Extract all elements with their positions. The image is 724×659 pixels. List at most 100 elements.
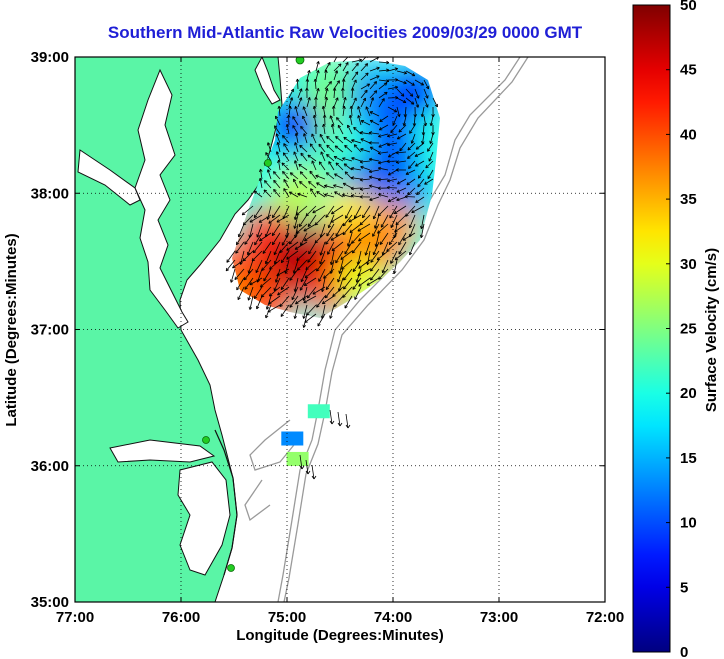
station-marker <box>264 159 272 167</box>
velocity-arrow <box>316 259 326 272</box>
velocity-arrow <box>390 250 398 264</box>
velocity-arrow <box>378 98 385 108</box>
velocity-arrow <box>359 160 371 164</box>
velocity-arrow <box>292 125 299 135</box>
velocity-arrow <box>378 268 389 280</box>
velocity-arrow <box>298 214 308 228</box>
delaware-bay <box>254 57 281 105</box>
velocity-arrow <box>394 223 407 233</box>
velocity-arrow <box>249 214 263 223</box>
velocity-arrow <box>316 295 326 308</box>
velocity-arrow <box>402 232 416 241</box>
velocity-arrow <box>318 143 326 153</box>
velocity-arrow <box>333 184 344 189</box>
velocity-arrow <box>337 411 343 427</box>
velocity-arrow <box>271 223 281 237</box>
velocity-arrow <box>368 157 380 162</box>
velocity-arrow <box>312 286 326 295</box>
velocity-arrow <box>288 88 294 99</box>
velocity-arrow <box>253 286 263 300</box>
velocity-arrow <box>351 156 362 162</box>
velocity-arrow <box>282 152 290 162</box>
velocity-arrow <box>360 83 371 90</box>
velocity-arrow <box>388 232 398 246</box>
y-axis-label: Latitude (Degrees:Minutes) <box>3 233 20 426</box>
velocity-arrow <box>324 69 328 81</box>
velocity-arrow <box>268 295 281 305</box>
velocity-arrow <box>302 115 308 126</box>
velocity-arrow <box>358 277 371 287</box>
velocity-arrow <box>429 115 434 127</box>
colorbar-tick-label: 45 <box>680 62 697 79</box>
x-axis-label: Longitude (Degrees:Minutes) <box>236 627 444 644</box>
velocity-arrow <box>292 116 299 126</box>
velocity-arrow <box>247 286 254 301</box>
velocity-arrow <box>351 97 357 108</box>
velocity-arrow <box>359 187 371 191</box>
velocity-arrow <box>427 169 434 180</box>
velocity-arrow <box>387 133 398 138</box>
velocity-arrow <box>344 295 353 309</box>
velocity-arrow <box>377 166 389 171</box>
velocity-arrow <box>318 268 326 282</box>
velocity-arrow <box>296 205 308 216</box>
velocity-arrow <box>322 114 327 126</box>
velocity-arrow <box>377 186 389 190</box>
velocity-arrow <box>344 144 353 153</box>
velocity-arrow <box>369 111 380 117</box>
velocity-arrow <box>244 277 254 290</box>
velocity-arrow <box>305 459 311 475</box>
velocity-arrow <box>307 214 317 227</box>
velocity-arrow <box>379 232 389 245</box>
velocity-arrow <box>345 413 351 429</box>
velocity-arrow <box>324 286 335 299</box>
velocity-arrow <box>235 241 245 254</box>
velocity-arrow <box>307 154 317 162</box>
velocity-arrow <box>311 160 317 171</box>
velocity-arrow <box>329 115 335 126</box>
velocity-arrow <box>350 87 355 99</box>
velocity-arrow <box>390 124 398 134</box>
velocity-arrow <box>225 259 236 272</box>
velocity-arrow <box>314 96 318 108</box>
velocity-arrow <box>296 223 308 234</box>
velocity-arrow <box>333 80 340 90</box>
velocity-arrow <box>298 163 308 171</box>
velocity-arrow <box>232 259 245 269</box>
velocity-arrow <box>293 304 299 319</box>
velocity-arrow <box>387 169 398 176</box>
x-tick-label: 74:00 <box>374 609 412 626</box>
velocity-arrow <box>419 223 425 238</box>
velocity-arrow <box>395 168 407 172</box>
velocity-arrow <box>360 97 366 108</box>
velocity-arrow <box>293 214 299 229</box>
velocity-arrow <box>368 141 380 145</box>
velocity-arrow <box>358 259 371 269</box>
velocity-arrow <box>392 115 398 126</box>
velocity-arrow <box>324 88 329 99</box>
velocity-arrow <box>235 232 245 246</box>
colorbar: 0 5 10 15 20 25 30 35 40 45 50 Surface Velocity (c… <box>632 0 720 659</box>
velocity-arrow <box>316 182 326 189</box>
velocity-arrow <box>344 171 353 180</box>
velocity-arrow <box>395 150 407 155</box>
colorbar-ticks: 0 5 10 15 20 25 30 35 40 45 50 <box>666 0 697 659</box>
pamlico-sound <box>177 461 231 576</box>
velocity-arrow <box>387 106 398 113</box>
velocity-arrow <box>321 105 326 117</box>
velocity-arrow <box>294 160 299 171</box>
x-tick-label: 73:00 <box>480 609 518 626</box>
velocity-arrow <box>333 70 339 81</box>
velocity-arrow <box>342 286 353 298</box>
velocity-arrow <box>326 154 335 162</box>
velocity-arrow <box>405 169 416 175</box>
velocity-arrow <box>294 241 308 250</box>
velocity-arrow <box>266 169 272 180</box>
velocity-arrow <box>370 259 380 272</box>
velocity-arrow <box>335 250 344 264</box>
velocity-arrow <box>302 106 308 117</box>
potomac-river <box>77 149 141 206</box>
velocity-arrow <box>305 205 317 217</box>
velocity-arrow <box>380 214 389 228</box>
velocity-arrow <box>243 268 254 281</box>
